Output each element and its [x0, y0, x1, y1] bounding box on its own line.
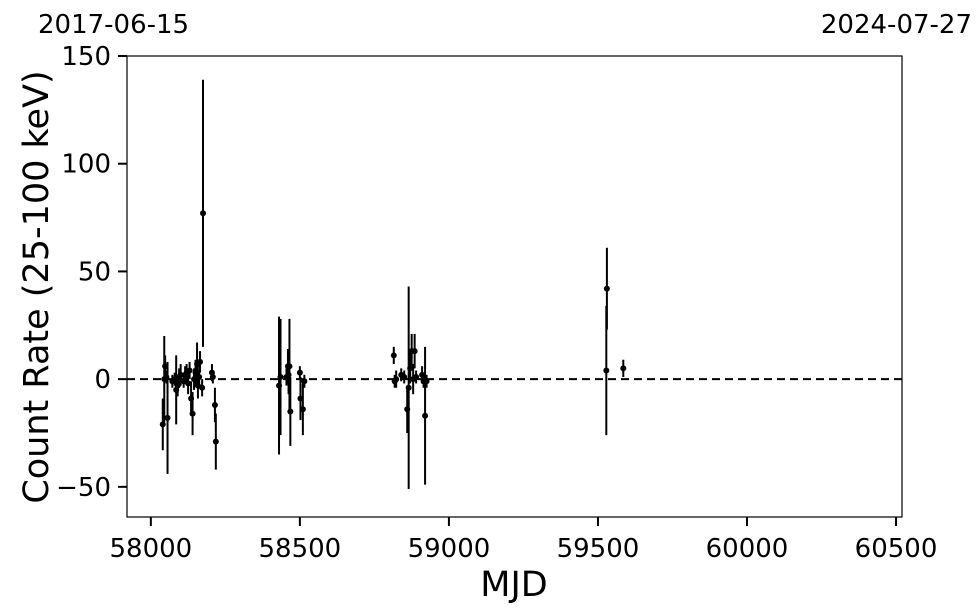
x-tick-label: 58000 [109, 534, 192, 564]
data-point [185, 380, 192, 387]
data-point [164, 414, 171, 421]
data-point [411, 348, 418, 355]
data-point [177, 371, 184, 378]
data-point [199, 384, 206, 391]
data-point [212, 438, 219, 445]
y-tick-label: 50 [78, 257, 111, 287]
data-point [286, 363, 293, 370]
data-point [299, 406, 306, 413]
data-point [200, 210, 207, 217]
x-tick-label: 59000 [408, 534, 491, 564]
data-point [159, 421, 166, 428]
data-point [603, 367, 610, 374]
y-axis-title: Count Rate (25-100 keV) [17, 70, 57, 503]
x-tick-label: 58500 [259, 534, 342, 564]
end-date-label: 2024-07-27 [821, 10, 972, 40]
axes-layer: 58000 58500 59000 59500 60000 60500 −50 0 50 100 1… [56, 42, 937, 564]
data-point [189, 410, 196, 417]
start-date-label: 2017-06-15 [38, 10, 189, 40]
data-point [296, 369, 303, 376]
data-point [390, 352, 397, 359]
y-tick-label: 0 [94, 365, 111, 395]
x-tick-label: 59500 [557, 534, 640, 564]
data-point [393, 376, 400, 383]
x-tick-label: 60500 [855, 534, 938, 564]
data-point [287, 408, 294, 415]
data-point [620, 365, 627, 372]
plot-frame [126, 55, 903, 518]
y-tick-label: −50 [56, 473, 111, 503]
x-axis-title: MJD [480, 565, 547, 605]
data-point [603, 285, 610, 292]
y-tick-label: 100 [61, 150, 111, 180]
data-point [422, 412, 429, 419]
y-tick-label: 150 [61, 42, 111, 72]
data-point [186, 367, 193, 374]
data-point [405, 384, 412, 391]
data-point [211, 401, 218, 408]
data-layer [159, 79, 627, 489]
data-point [197, 358, 204, 365]
data-point [277, 373, 284, 380]
x-tick-label: 60000 [706, 534, 789, 564]
